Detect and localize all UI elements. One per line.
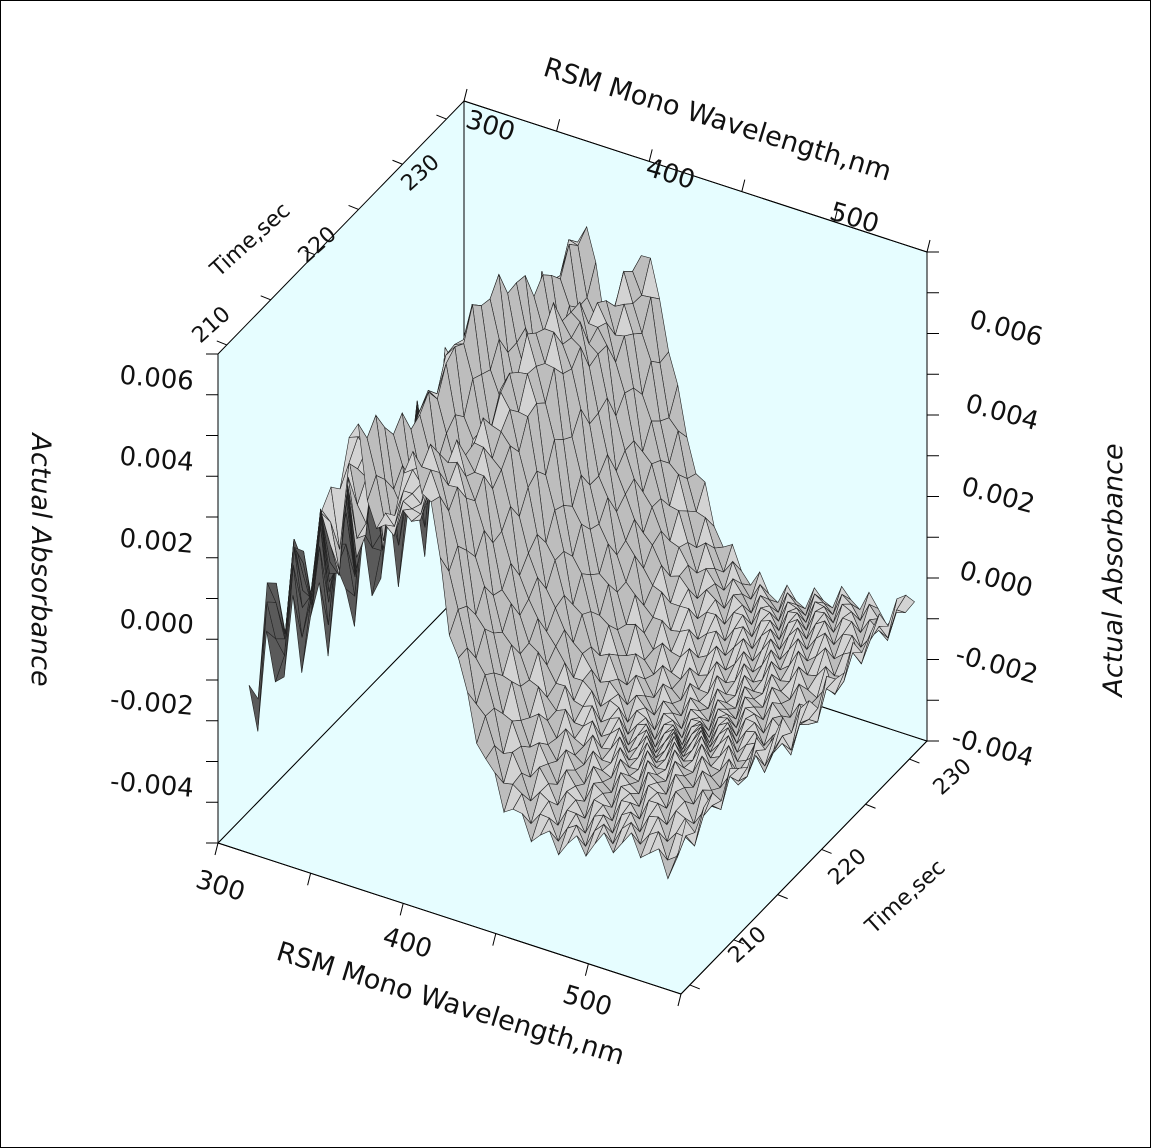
y-tick-mark (865, 803, 876, 809)
y-tick-label-right: 220 (824, 844, 872, 891)
y-tick-mark (260, 295, 271, 301)
x-tick-mark (833, 209, 838, 222)
z-tick-label-right: 0.002 (958, 472, 1038, 520)
x-tick-mark (926, 239, 931, 253)
z-tick-label-right: 0.004 (962, 389, 1042, 437)
x-axis-line-front (217, 842, 682, 995)
z-tick-label-right: -0.002 (952, 640, 1041, 691)
z-tick-label-left: 0.006 (118, 361, 195, 397)
z-tick-label-left: -0.004 (109, 767, 195, 804)
y-tick-mark (348, 204, 359, 210)
z-tick-label-left: 0.004 (118, 442, 195, 478)
x-tick-mark (492, 933, 497, 946)
surface-cell (676, 819, 696, 859)
y-tick-mark (733, 939, 744, 945)
x-tick-label-front: 500 (559, 980, 615, 1023)
x-tick-mark (399, 903, 404, 916)
y-tick-mark (689, 984, 700, 990)
z-tick-label-left: 0.002 (118, 524, 195, 560)
y-tick-label-left: 210 (188, 302, 236, 349)
y-tick-label-right: 230 (929, 754, 977, 801)
y-axis-title-right: Time,sec (860, 855, 950, 940)
x-tick-label-front: 300 (192, 865, 248, 908)
z-tick-label-right: 0.006 (966, 305, 1046, 353)
y-tick-mark (216, 340, 227, 346)
y-tick-mark (821, 848, 832, 854)
surface-mesh (248, 225, 915, 880)
z-tick-label-right: 0.000 (956, 556, 1036, 604)
x-tick-mark (463, 88, 468, 102)
y-tick-mark (909, 758, 920, 764)
z-axis-title-right: Actual Absorbance (1098, 443, 1129, 698)
x-tick-mark (741, 179, 746, 192)
z-axis-title-left: Actual Absorbance (25, 431, 56, 686)
x-tick-mark (307, 873, 312, 886)
x-tick-mark (677, 993, 682, 1007)
z-tick-label-left: -0.002 (109, 685, 195, 722)
y-tick-mark (436, 114, 447, 120)
x-tick-label-front: 400 (379, 922, 435, 965)
x-tick-mark (556, 119, 561, 132)
y-tick-mark (304, 250, 315, 256)
y-tick-mark (777, 894, 788, 900)
z-tick-label-left: 0.000 (118, 605, 195, 641)
x-axis-line-back (463, 100, 928, 253)
y-tick-mark (392, 159, 403, 165)
axes (206, 88, 939, 1007)
x-tick-mark (214, 842, 219, 856)
y-axis-title-left: Time,sec (205, 198, 295, 283)
x-tick-mark (648, 149, 653, 162)
y-axis-line-right (680, 740, 928, 995)
x-tick-mark (584, 963, 589, 976)
